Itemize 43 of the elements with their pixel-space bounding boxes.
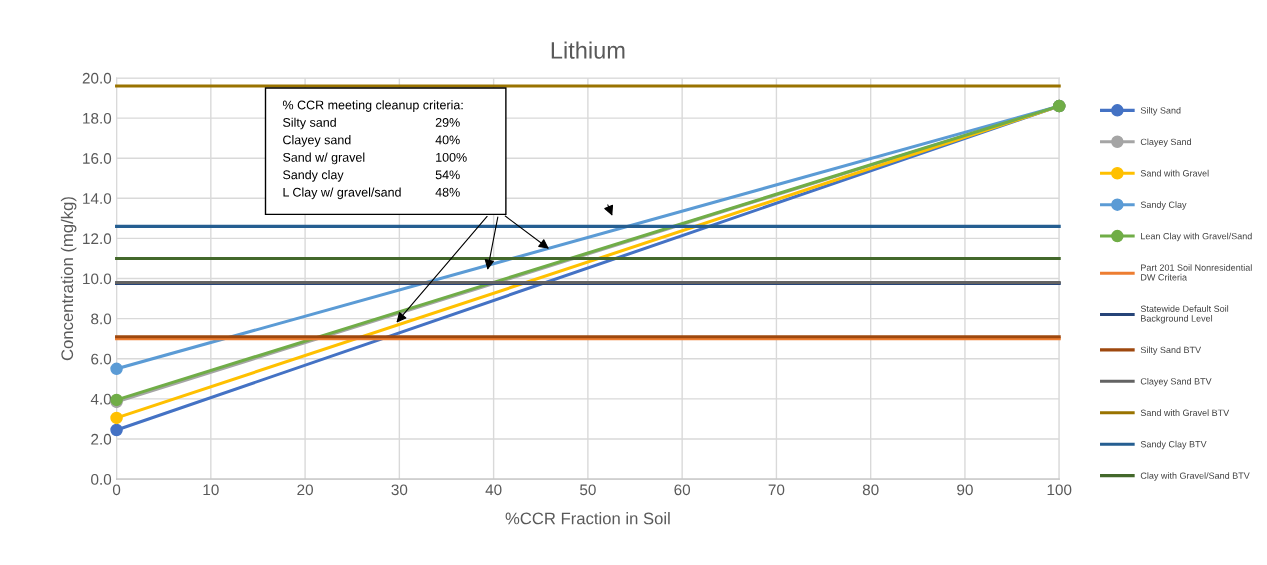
text: Silty sand 29% [283,117,460,130]
legend-label: Part 201 Soil Nonresidential DW Criteria [1141,264,1252,281]
legend-label: Silty Sand [1140,106,1181,116]
chart-title: Lithium [551,41,625,59]
y-tick-label: 14.0 [83,193,112,204]
annotation: % CCR meeting cleanup criteria: [282,100,463,112]
text: Sandy clay 54% [283,170,460,182]
legend-label: Sandy Clay [1140,201,1187,210]
y-tick-label: 10.0 [83,273,112,285]
y-tick-label: 6.0 [91,353,112,365]
y-axis-title: Concentration (mg/kg) [60,197,77,361]
legend-label: Sand with Gravel [1140,169,1209,177]
y-tick-label: 8.0 [91,313,112,325]
y-tick-label: 16.0 [83,153,112,164]
legend-label: Sandy Clay BTV [1140,440,1207,450]
legend-label: Clayey Sand BTV [1140,377,1212,387]
x-tick-label: 0 [112,484,121,496]
y-tick-label: 0.0 [91,473,112,485]
x-axis-title: %CCR Fraction in Soil [505,512,670,525]
x-tick-label: 90 [957,484,973,496]
text: Clayey sand 40% [283,135,460,147]
text: L Clay w/ gravel/sand 48% [283,187,460,200]
y-tick-label: 12.0 [83,233,112,245]
text: Sand w/ gravel 100% [283,152,467,165]
y-tick-label: 2.0 [91,433,112,445]
x-tick-label: 20 [297,484,313,496]
legend-label: Sand with Gravel BTV [1140,409,1230,416]
y-tick-label: 18.0 [83,112,112,124]
y-tick-label: 20.0 [82,72,112,84]
y-tick-label: 4.0 [90,393,112,405]
x-tick-label: 60 [674,484,691,496]
x-tick-label: 80 [862,484,879,496]
x-tick-label: 30 [391,484,408,496]
x-tick-label: 40 [485,484,502,496]
legend-label: Clay with Gravel/Sand BTV [1140,472,1250,481]
legend-label: Silty Sand BTV [1140,346,1202,355]
x-tick-label: 10 [203,484,219,496]
legend-label: Clayey Sand [1140,138,1191,147]
x-tick-label: 70 [768,484,785,496]
x-tick-label: 100 [1047,484,1072,496]
x-tick-label: 50 [580,484,596,496]
legend-label: Statewide Default Soil Background Level [1140,305,1229,324]
legend-label: Lean Clay with Gravel/Sand [1141,232,1252,242]
